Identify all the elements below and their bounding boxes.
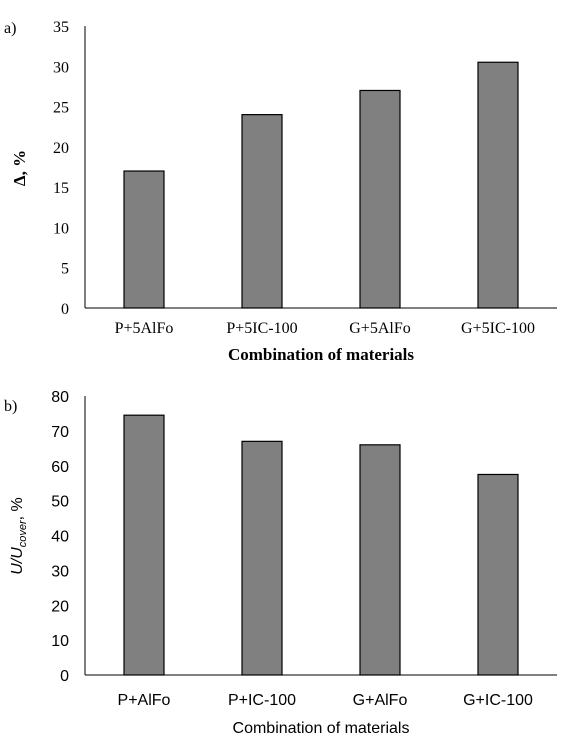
y-tick-label-b: 0	[60, 668, 69, 685]
y-tick-label-a: 25	[53, 100, 69, 117]
x-tick-label-a: G+5AlFo	[349, 320, 410, 337]
y-axis-label-b-subscript: cover	[17, 519, 29, 547]
x-tick-labels-b: P+AlFo P+IC-100 G+AlFo G+IC-100	[118, 692, 533, 709]
x-tick-label-b: G+AlFo	[353, 692, 408, 709]
chart-panel-b: b) 0 10 20 30 40 50 60 70 80 P+AlFo P+IC-100 G+AlF…	[4, 389, 557, 737]
x-tick-label-a: P+5IC-100	[226, 320, 297, 337]
bar-a-4	[477, 61, 519, 309]
y-tick-label-a: 0	[61, 301, 69, 318]
y-axis-label-a: Δ, %	[10, 150, 29, 186]
y-tick-label-a: 35	[53, 19, 69, 36]
y-tick-label-b: 40	[51, 529, 69, 546]
y-tick-label-a: 10	[53, 220, 69, 237]
x-axis-label-b: Combination of materials	[233, 720, 410, 737]
x-tick-label-a: G+5IC-100	[461, 320, 535, 337]
y-axis-label-b-main: U/U	[9, 547, 26, 575]
y-axis-label-b: U/Ucover, %	[9, 497, 29, 575]
y-tick-labels-b: 0 10 20 30 40 50 60 70 80	[51, 389, 69, 685]
y-axis-label-b-suffix: , %	[9, 497, 26, 520]
x-tick-label-b: P+AlFo	[118, 692, 171, 709]
y-tick-label-b: 80	[51, 389, 69, 406]
y-tick-label-a: 5	[61, 261, 69, 278]
y-tick-label-b: 20	[51, 598, 69, 615]
y-tick-label-a: 20	[53, 140, 69, 157]
y-tick-label-b: 10	[51, 633, 69, 650]
bars-a	[123, 61, 519, 309]
bar-a-2	[241, 114, 283, 309]
x-tick-label-b: G+IC-100	[463, 692, 533, 709]
y-tick-label-b: 50	[51, 494, 69, 511]
x-tick-labels-a: P+5AlFo P+5IC-100 G+5AlFo G+5IC-100	[115, 320, 535, 337]
chart-panel-a: a) 0 5 10 15 20 25 30 35 P+5AlFo P+5IC-100 G+5AlF…	[4, 19, 557, 364]
panel-label-a: a)	[4, 20, 16, 37]
bar-b-1	[123, 414, 165, 676]
y-tick-label-b: 60	[51, 459, 69, 476]
x-axis-label-a: Combination of materials	[228, 345, 414, 364]
bar-a-3	[359, 89, 401, 309]
y-tick-label-a: 15	[53, 180, 69, 197]
bar-b-2	[241, 440, 283, 676]
panel-label-b: b)	[4, 398, 17, 415]
y-tick-label-b: 30	[51, 563, 69, 580]
y-tick-labels-a: 0 5 10 15 20 25 30 35	[53, 19, 69, 318]
x-tick-label-a: P+5AlFo	[115, 320, 174, 337]
bar-b-4	[477, 473, 519, 676]
y-tick-label-b: 70	[51, 424, 69, 441]
bar-a-1	[123, 170, 165, 309]
bar-b-3	[359, 444, 401, 676]
x-tick-label-b: P+IC-100	[228, 692, 296, 709]
bars-b	[123, 414, 519, 676]
y-tick-label-a: 30	[53, 59, 69, 76]
